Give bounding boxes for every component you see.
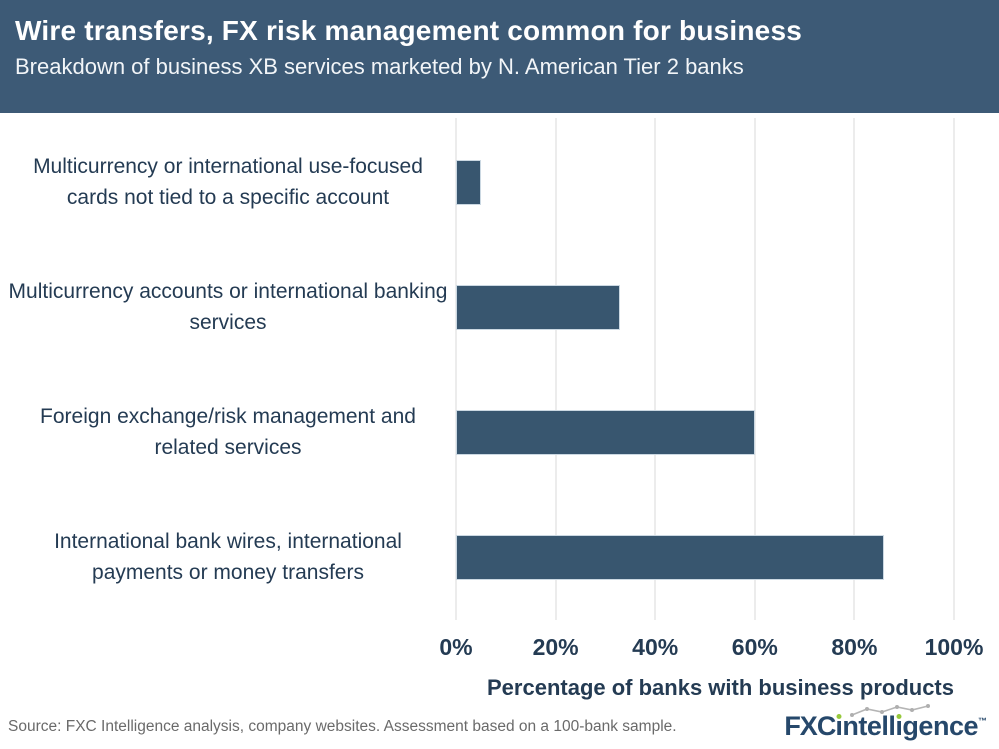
chart-title: Wire transfers, FX risk management commo… [15,15,802,46]
chart-row: Multicurrency or international use-focus… [0,120,999,245]
source-note: Source: FXC Intelligence analysis, compa… [8,718,677,735]
gridlines [455,118,955,620]
logo-intelligence-text: ıntellıgence [835,704,978,742]
bar [456,285,621,330]
x-axis-label: Percentage of banks with business produc… [487,675,954,700]
bar-track [456,120,999,245]
gridline [654,118,657,620]
category-label: Foreign exchange/risk management and rel… [40,405,416,459]
chart-row: Foreign exchange/risk management and rel… [0,370,999,495]
chart-subtitle: Breakdown of business XB services market… [15,54,744,80]
x-tick-label: 60% [731,634,778,660]
logo-chars: ıntellıgence [835,711,978,741]
x-tick-label: 0% [439,634,473,660]
bar-track [456,370,999,495]
bar [456,410,755,455]
gridline [753,118,756,620]
gridline [554,118,557,620]
x-tick-label: 40% [632,634,679,660]
gridline [853,118,856,620]
gridline [455,118,457,620]
x-tick-label: 80% [831,634,878,660]
category-label: International bank wires, international … [54,530,402,584]
bar [456,160,481,205]
chart-rows: Multicurrency or international use-focus… [0,120,999,620]
logo-i-green-dot: ı [835,711,843,741]
fxc-intelligence-logo: FXC ıntellıgence™ [784,704,987,742]
x-axis-ticks: 0% 20% 40% 60% 80% 100% [439,634,983,668]
chart-row: Multicurrency accounts or international … [0,245,999,370]
bar [456,535,885,580]
x-tick-label: 100% [924,634,984,660]
logo-fxc-text: FXC [784,711,836,741]
bar-track [456,245,999,370]
gridline [953,118,955,620]
logo-i-green-dot: ı [895,711,903,741]
logo-trademark: ™ [978,716,987,726]
bar-chart: Multicurrency or international use-focus… [0,113,999,700]
x-tick-label: 20% [532,634,579,660]
chart-header: Wire transfers, FX risk management commo… [0,0,999,113]
category-label: Multicurrency or international use-focus… [33,155,423,209]
bar-track [456,495,999,620]
chart-row: International bank wires, international … [0,495,999,620]
category-label: Multicurrency accounts or international … [8,280,448,334]
